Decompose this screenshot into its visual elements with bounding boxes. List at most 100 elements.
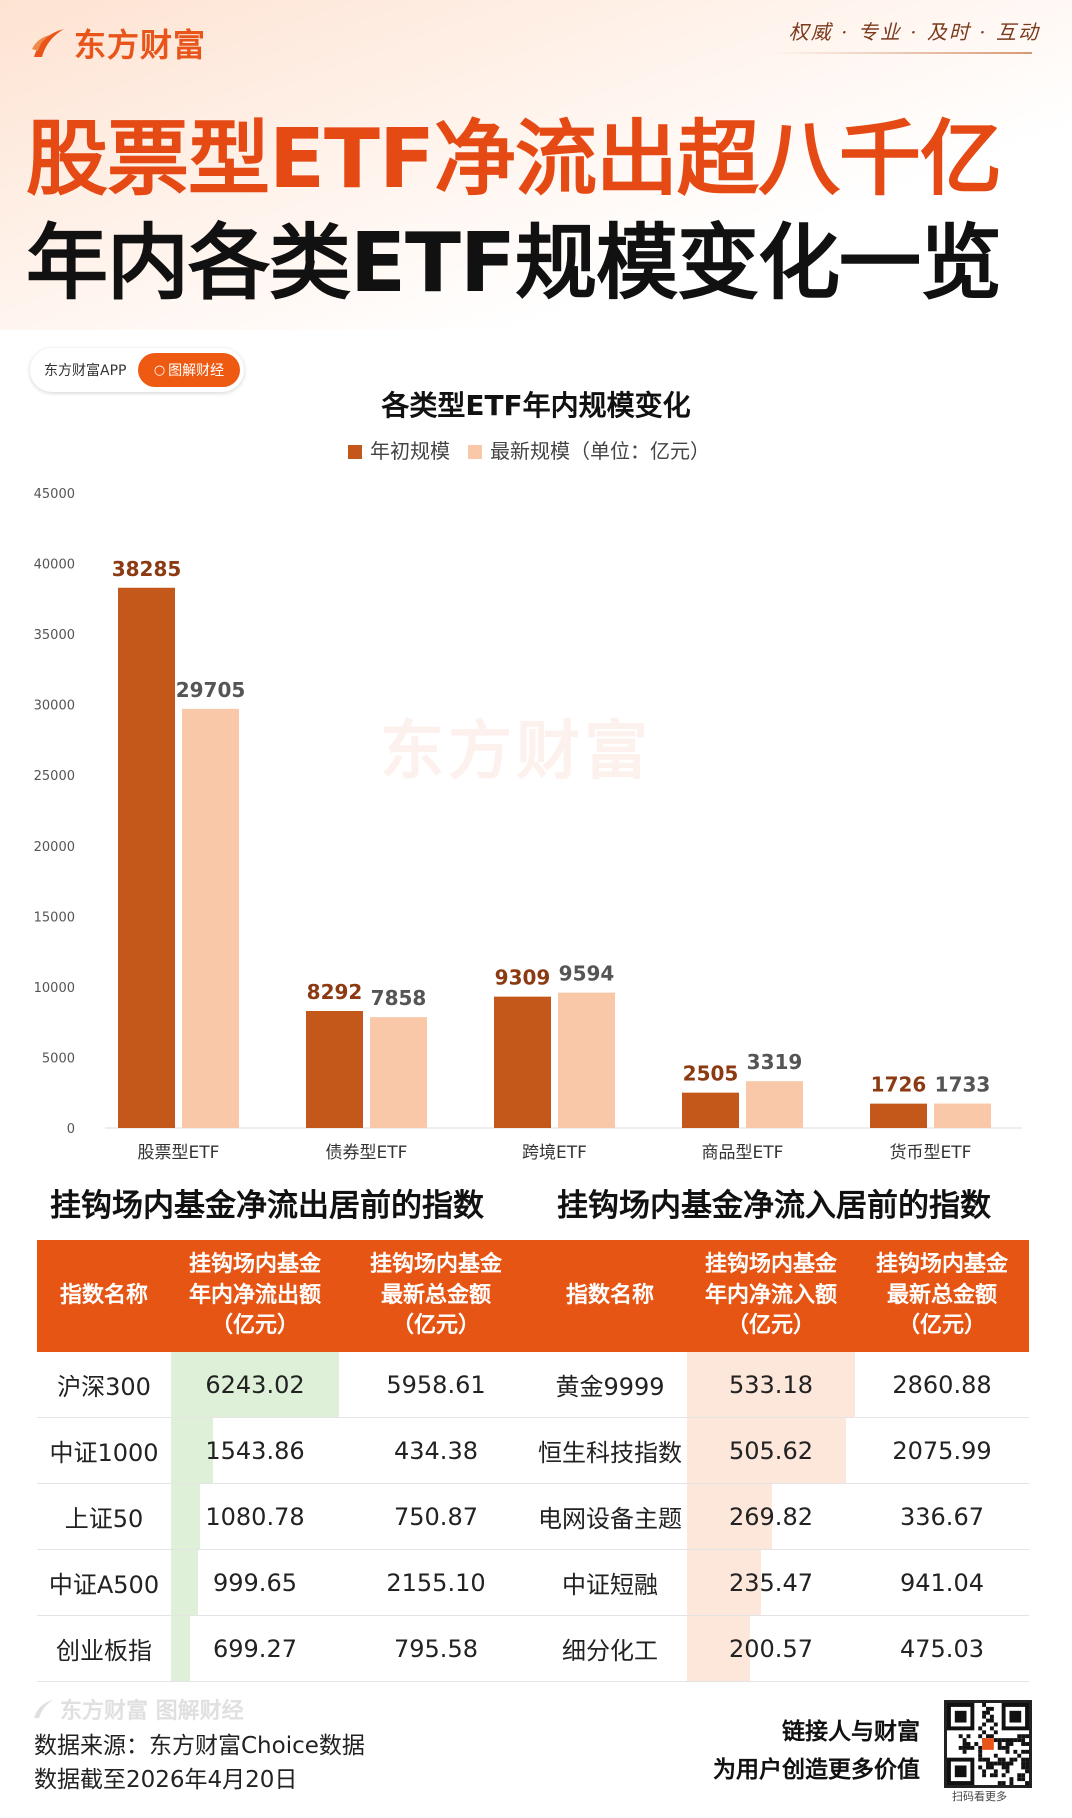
qr-module (966, 1734, 971, 1739)
flow-cell: 1543.86 (171, 1417, 339, 1484)
outflow-header-total: 挂钩场内基金 最新总金额 （亿元） (339, 1240, 533, 1352)
qr-module (997, 1745, 1002, 1750)
qr-module (1021, 1761, 1026, 1766)
total-value: 2155.10 (339, 1549, 533, 1616)
qr-module (1009, 1757, 1014, 1762)
qr-module (958, 1734, 963, 1739)
x-tick-label: 债券型ETF (326, 1143, 408, 1163)
y-tick-label: 30000 (34, 699, 75, 714)
qr-finder-core (954, 1765, 967, 1778)
index-name: 黄金9999 (533, 1352, 687, 1418)
footer-brand-text: 东方财富 图解财经 (60, 1699, 244, 1724)
qr-module (982, 1714, 987, 1719)
flow-value: 200.57 (729, 1634, 813, 1663)
x-tick-label: 商品型ETF (702, 1143, 784, 1163)
index-name: 中证短融 (533, 1549, 687, 1616)
total-value: 434.38 (339, 1417, 533, 1484)
inflow-header-name: 指数名称 (533, 1240, 687, 1352)
legend-label-1: 最新规模（单位：亿元） (490, 439, 710, 463)
qr-module (986, 1718, 990, 1723)
qr-module (978, 1765, 983, 1770)
qr-module (1005, 1745, 1010, 1750)
qr-module (1025, 1769, 1029, 1774)
qr-module (1025, 1742, 1029, 1746)
header-slogan: 权威 · 专业 · 及时 · 互动 (788, 20, 1040, 44)
watermark: 东方财富 (380, 715, 652, 789)
qr-module (962, 1745, 967, 1750)
table-row: 创业板指 699.27 795.58 (37, 1615, 533, 1682)
qr-module (962, 1749, 967, 1754)
qr-finder-core (954, 1710, 967, 1723)
qr-module (997, 1781, 1002, 1785)
index-name: 创业板指 (37, 1615, 171, 1682)
data-label: 9309 (495, 966, 551, 990)
y-tick-label: 0 (67, 1122, 75, 1137)
bar-latest (746, 1081, 803, 1128)
qr-module (989, 1765, 994, 1770)
app-pill[interactable]: 东方财富APP ○ 图解财经 (30, 348, 244, 392)
flow-cell: 200.57 (687, 1615, 855, 1682)
x-tick-label: 货币型ETF (890, 1143, 972, 1163)
qr-module (978, 1749, 983, 1754)
slogan-underline (772, 52, 1032, 54)
qr-module (986, 1710, 990, 1715)
data-label: 3319 (747, 1050, 803, 1074)
search-icon: ○ (153, 362, 166, 378)
qr-module (1001, 1757, 1006, 1762)
index-name: 沪深300 (37, 1352, 171, 1418)
qr-module (966, 1745, 971, 1750)
total-value: 2075.99 (855, 1417, 1029, 1484)
qr-module (1025, 1781, 1029, 1785)
qr-module (997, 1742, 1002, 1746)
chart-title: 各类型ETF年内规模变化 (380, 390, 690, 422)
data-label: 38285 (112, 557, 182, 581)
qr-module (1005, 1765, 1010, 1770)
data-label: 8292 (307, 980, 363, 1004)
qr-module (989, 1773, 994, 1778)
x-tick-label: 股票型ETF (138, 1143, 220, 1163)
y-tick-label: 10000 (34, 981, 75, 996)
qr-code[interactable] (944, 1700, 1032, 1788)
data-label: 1733 (935, 1073, 991, 1097)
qr-module (1025, 1761, 1029, 1766)
qr-module (1005, 1749, 1010, 1754)
qr-module (1025, 1734, 1029, 1739)
flow-bar (171, 1550, 198, 1615)
bar-start (306, 1010, 363, 1128)
flow-value: 235.47 (729, 1568, 813, 1597)
brand-name: 东方财富 (74, 26, 207, 64)
qr-module (989, 1718, 994, 1723)
outflow-title: 挂钩场内基金净流出居前的指数 (50, 1188, 484, 1224)
flow-bar (687, 1352, 855, 1417)
pill-search-button[interactable]: ○ 图解财经 (138, 353, 240, 387)
qr-module (993, 1769, 998, 1774)
qr-module (978, 1734, 983, 1739)
total-value: 2860.88 (855, 1352, 1029, 1418)
qr-module (962, 1738, 967, 1743)
flow-bar (687, 1616, 751, 1681)
y-tick-label: 45000 (34, 487, 75, 502)
data-label: 7858 (371, 986, 427, 1010)
qr-module (1001, 1781, 1006, 1785)
qr-module (1025, 1749, 1029, 1754)
footer-brand-icon (33, 1699, 54, 1719)
qr-module (978, 1757, 983, 1762)
qr-module (1021, 1738, 1026, 1743)
flow-value: 1543.86 (205, 1436, 305, 1465)
qr-module (1005, 1761, 1010, 1766)
qr-module (1009, 1742, 1014, 1746)
qr-module (1013, 1757, 1018, 1762)
pill-app-name: 东方财富APP (44, 363, 127, 379)
qr-module (989, 1761, 994, 1766)
y-tick-label: 25000 (34, 769, 75, 784)
qr-module (978, 1745, 983, 1750)
bar-latest (558, 992, 615, 1128)
flow-value: 533.18 (729, 1370, 813, 1399)
qr-module (1025, 1757, 1029, 1762)
flow-value: 699.27 (213, 1634, 297, 1663)
qr-module (1013, 1738, 1018, 1743)
table-row: 细分化工 200.57 475.03 (533, 1615, 1029, 1682)
qr-module (1025, 1765, 1029, 1770)
y-tick-label: 20000 (34, 840, 75, 855)
